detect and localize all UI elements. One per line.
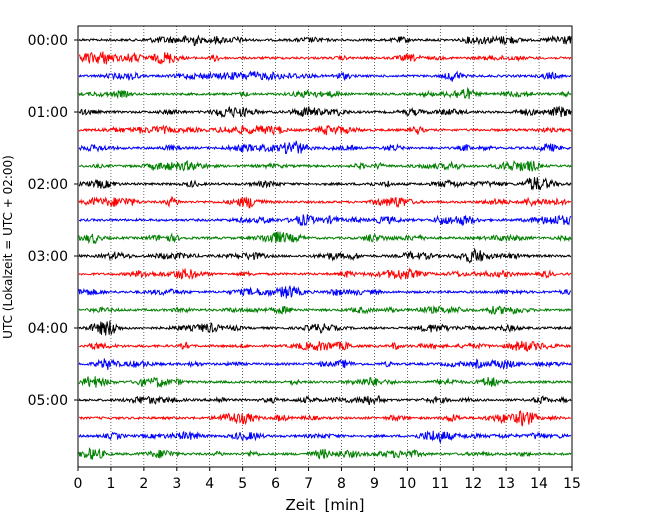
trace-line [78,231,572,245]
trace-line [78,267,572,281]
y-tick-label: 02:00 [28,177,68,193]
x-tick-label: 9 [370,476,379,492]
trace-line [78,284,572,299]
y-tick-label: 05:00 [28,393,68,409]
x-tick-label: 2 [139,476,148,492]
trace-line [78,196,572,209]
trace-line [78,358,572,370]
y-axis-ticks: 00:00 01:00 02:00 03:00 04:00 05:00 [28,33,78,409]
x-axis-ticks: 0 1 2 3 4 5 6 7 8 9 10 11 12 13 14 15 [74,467,581,492]
trace-line [78,376,572,388]
trace-line [78,86,572,100]
x-tick-label: 10 [398,476,416,492]
y-tick-label: 00:00 [28,33,68,49]
trace-line [78,395,572,406]
x-tick-label: 13 [497,476,515,492]
trace-line [78,320,572,336]
x-tick-label: 3 [172,476,181,492]
trace-line [78,430,572,445]
trace-line [78,177,572,191]
trace-line [78,247,572,264]
trace-line [78,51,572,65]
trace-line [78,305,572,315]
trace-line [78,105,572,119]
x-tick-label: 1 [106,476,115,492]
x-tick-label: 14 [530,476,548,492]
trace-line [78,447,572,460]
x-tick-label: 8 [337,476,346,492]
x-tick-label: 6 [271,476,280,492]
seismic-traces [78,34,572,460]
x-axis-label: Zeit [min] [285,496,364,514]
x-tick-label: 11 [431,476,449,492]
trace-line [78,140,572,155]
trace-line [78,410,572,427]
x-tick-label: 4 [205,476,214,492]
y-tick-label: 01:00 [28,105,68,121]
trace-line [78,70,572,82]
trace-line [78,340,572,352]
x-tick-label: 5 [238,476,247,492]
plot-frame [77,25,573,468]
trace-line [78,124,572,136]
y-tick-label: 03:00 [28,249,68,265]
x-tick-label: 12 [464,476,482,492]
x-tick-label: 15 [563,476,581,492]
x-tick-label: 0 [74,476,83,492]
trace-line [78,159,572,172]
y-tick-label: 04:00 [28,321,68,337]
trace-line [78,214,572,227]
y-axis-label: UTC (Lokalzeit = UTC + 02:00) [1,155,15,339]
trace-line [78,34,572,47]
x-tick-label: 7 [304,476,313,492]
